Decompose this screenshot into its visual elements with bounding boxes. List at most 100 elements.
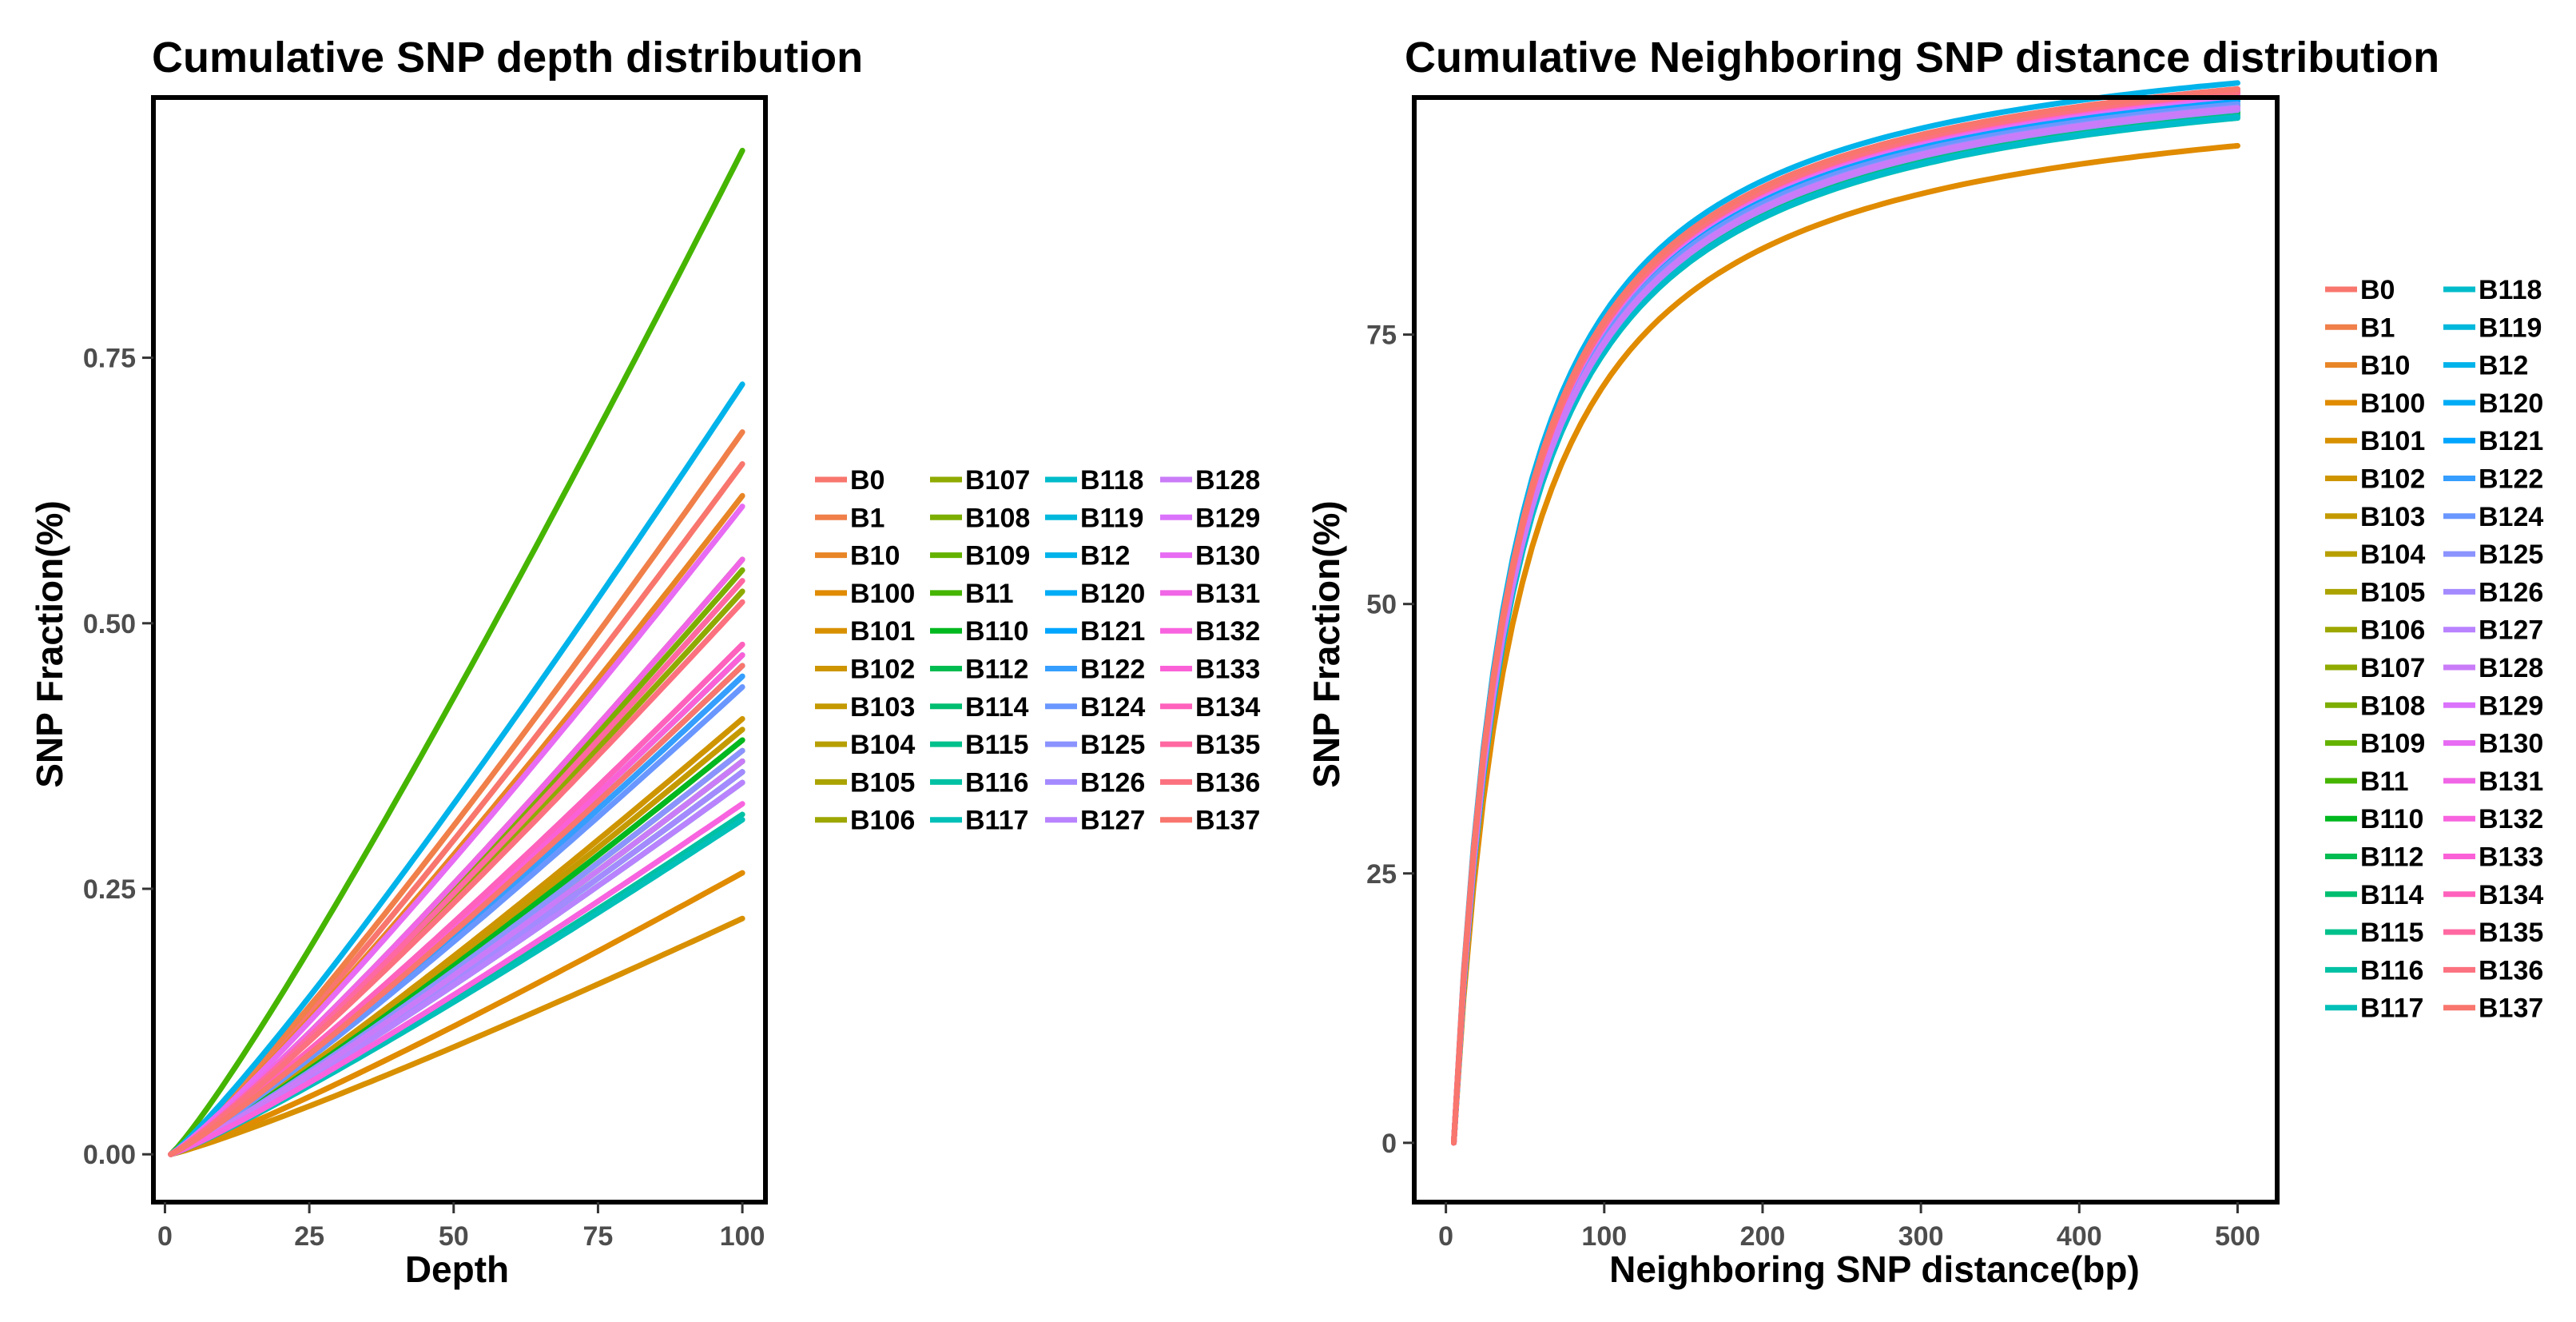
depth-plot-border	[151, 95, 768, 1205]
depth-legend-item-b131: B131	[1160, 579, 1260, 609]
distance-legend-label: B137	[2479, 993, 2543, 1024]
depth-legend-item-b0: B0	[815, 465, 885, 496]
distance-series-b137	[1451, 86, 2240, 1146]
distance-legend-label: B126	[2479, 577, 2543, 607]
distance-legend-label: B130	[2479, 729, 2543, 759]
depth-legend-item-b128: B128	[1160, 465, 1260, 496]
distance-legend-label: B103	[2360, 502, 2425, 532]
depth-legend-item-b102: B102	[815, 655, 915, 685]
distance-legend-label: B101	[2360, 426, 2425, 456]
distance-series-b126	[1451, 105, 2240, 1146]
distance-series-b107	[1451, 101, 2240, 1146]
depth-legend-item-b106: B106	[815, 806, 915, 836]
depth-x-tick-label: 50	[439, 1221, 469, 1252]
depth-legend-label: B104	[850, 730, 915, 760]
depth-legend-item-b11: B11	[930, 579, 1014, 609]
distance-legend-label: B119	[2479, 313, 2542, 343]
distance-legend-label: B117	[2360, 993, 2423, 1024]
depth-legend-label: B106	[850, 806, 915, 836]
depth-legend-label: B130	[1195, 541, 1260, 571]
distance-series-b1	[1451, 90, 2240, 1146]
depth-x-tick-label: 25	[294, 1221, 324, 1252]
depth-legend-item-b114: B114	[930, 692, 1028, 723]
distance-series-b124	[1451, 101, 2240, 1146]
distance-legend-item-b109: B109	[2325, 729, 2425, 759]
depth-legend: B0 B1 B10 B100 B101 B102 B103 B104 B105 B106 B107 B…	[815, 465, 1260, 836]
depth-legend-item-b1: B1	[815, 503, 885, 533]
distance-legend-item-b100: B100	[2325, 388, 2425, 419]
depth-legend-label: B131	[1195, 579, 1260, 609]
depth-legend-label: B134	[1195, 692, 1260, 723]
distance-series-b125	[1451, 104, 2240, 1146]
distance-series-b0	[1451, 90, 2240, 1146]
distance-legend-label: B12	[2479, 351, 2528, 381]
distance-legend-label: B116	[2360, 955, 2423, 986]
depth-legend-label: B136	[1195, 767, 1260, 798]
distance-series-b116	[1451, 113, 2240, 1146]
distance-series-b134	[1451, 90, 2240, 1146]
depth-legend-item-b124: B124	[1045, 692, 1145, 723]
depth-series-b100	[168, 870, 745, 1157]
depth-legend-label: B0	[850, 465, 885, 496]
depth-legend-label: B133	[1195, 655, 1260, 685]
depth-legend-label: B122	[1080, 655, 1145, 685]
distance-legend-item-b136: B136	[2443, 955, 2543, 986]
distance-legend-item-b112: B112	[2325, 842, 2423, 873]
depth-legend-item-b112: B112	[930, 655, 1028, 685]
distance-legend-item-b126: B126	[2443, 577, 2543, 607]
distance-legend-label: B1	[2360, 313, 2395, 343]
depth-legend-item-b115: B115	[930, 730, 1028, 760]
depth-legend-label: B1	[850, 503, 885, 533]
distance-y-axis-label: SNP Fraction(%)	[1306, 500, 1347, 788]
depth-legend-label: B127	[1080, 806, 1145, 836]
depth-legend-item-b120: B120	[1045, 579, 1145, 609]
distance-x-tick-label: 100	[1581, 1221, 1627, 1252]
distance-legend-item-b122: B122	[2443, 464, 2543, 495]
distance-legend-item-b130: B130	[2443, 729, 2543, 759]
depth-series-b0	[168, 461, 745, 1157]
depth-legend-label: B105	[850, 767, 915, 798]
distance-legend-item-b10: B10	[2325, 351, 2410, 381]
depth-legend-label: B101	[850, 616, 915, 647]
depth-legend-item-b133: B133	[1160, 655, 1260, 685]
distance-y-axis-ticks: 0 25 50 75	[1366, 321, 1414, 1159]
distance-x-tick-label: 500	[2215, 1221, 2260, 1252]
distance-series-b128	[1451, 105, 2240, 1146]
distance-legend-label: B105	[2360, 577, 2425, 607]
depth-legend-label: B119	[1080, 503, 1143, 533]
distance-series-b131	[1451, 89, 2240, 1146]
depth-legend-label: B117	[965, 806, 1028, 836]
distance-legend-item-b0: B0	[2325, 275, 2395, 305]
distance-legend-label: B108	[2360, 691, 2425, 721]
depth-legend-label: B125	[1080, 730, 1145, 760]
distance-legend-item-b106: B106	[2325, 615, 2425, 646]
depth-legend-label: B109	[965, 541, 1030, 571]
distance-legend-label: B121	[2479, 426, 2543, 456]
depth-legend-label: B102	[850, 655, 915, 685]
depth-legend-item-b130: B130	[1160, 541, 1260, 571]
distance-legend-item-b127: B127	[2443, 615, 2543, 646]
depth-legend-label: B126	[1080, 767, 1145, 798]
depth-legend-item-b119: B119	[1045, 503, 1143, 533]
distance-legend-label: B102	[2360, 464, 2425, 495]
depth-y-tick-label: 0.25	[83, 874, 136, 905]
depth-series-b137	[168, 663, 745, 1157]
distance-legend-item-b133: B133	[2443, 842, 2543, 873]
distance-legend-label: B128	[2479, 653, 2543, 683]
distance-series-b104	[1451, 101, 2240, 1146]
depth-chart-title: Cumulative SNP depth distribution	[152, 34, 863, 82]
distance-legend-item-b104: B104	[2325, 540, 2425, 570]
depth-legend-label: B116	[965, 767, 1028, 798]
distance-legend-item-b120: B120	[2443, 388, 2543, 419]
distance-legend-item-b131: B131	[2443, 767, 2543, 797]
distance-legend-label: B10	[2360, 351, 2410, 381]
depth-legend-label: B132	[1195, 616, 1260, 647]
depth-series-b11	[168, 147, 745, 1157]
distance-legend-item-b118: B118	[2443, 275, 2542, 305]
distance-y-tick-label: 50	[1366, 590, 1397, 620]
distance-legend-item-b132: B132	[2443, 804, 2543, 834]
distance-legend-item-b1: B1	[2325, 313, 2395, 343]
distance-x-tick-label: 0	[1438, 1221, 1453, 1252]
depth-legend-label: B107	[965, 465, 1030, 496]
